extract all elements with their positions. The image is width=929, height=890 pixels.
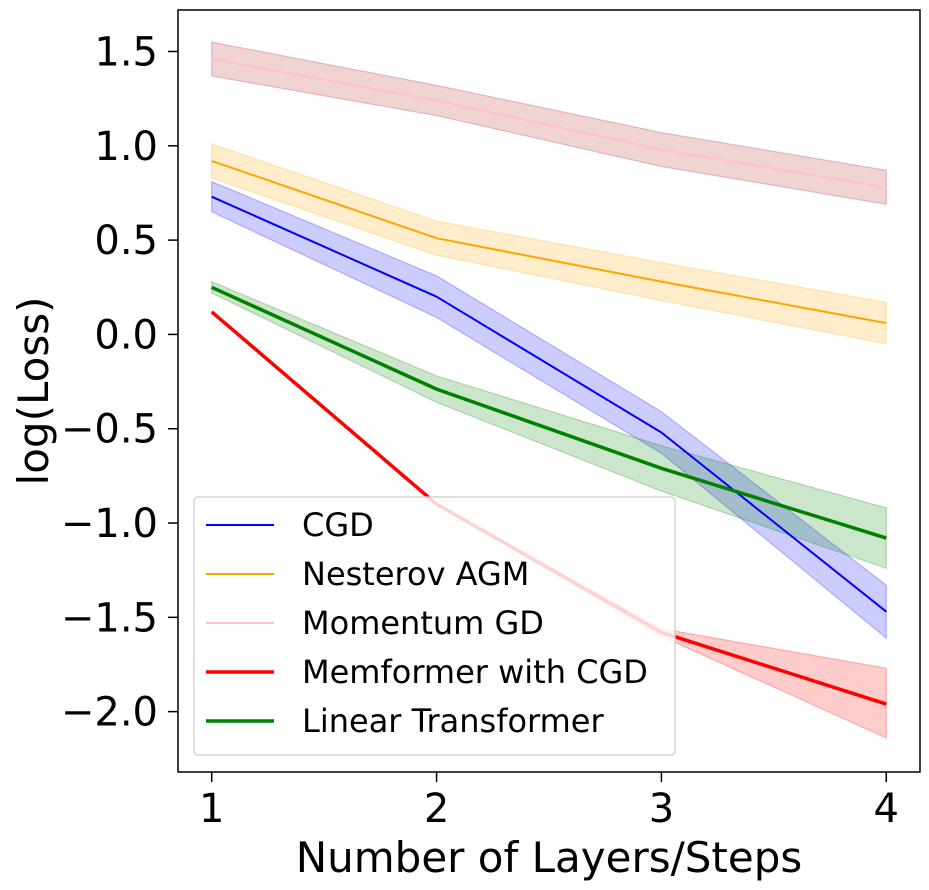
y-tick-label: 0.0 — [94, 312, 158, 358]
x-axis-title: Number of Layers/Steps — [296, 833, 803, 882]
cgd-line — [211, 195, 887, 613]
x-axis: 1 2 3 4 — [199, 772, 899, 832]
legend-label-nesterov-agm: Nesterov AGM — [302, 555, 529, 593]
nesterov-agm-band — [211, 143, 887, 345]
x-tick-label: 4 — [874, 786, 899, 832]
plot-area-frame — [177, 9, 921, 773]
y-tick-label: 1.5 — [94, 29, 158, 75]
x-tick-label: 1 — [199, 786, 224, 832]
x-tick-label: 2 — [424, 786, 449, 832]
nesterov-agm-line — [211, 159, 887, 325]
linear-transformer-band — [211, 280, 887, 570]
momentum-gd-line — [211, 58, 887, 189]
linear-transformer-line — [210, 285, 887, 540]
legend-label-momentum-gd: Momentum GD — [302, 604, 544, 642]
y-tick-label: −1.5 — [61, 595, 158, 641]
legend-label-memformer-with-cgd: Memformer with CGD — [302, 653, 648, 691]
y-tick-label: −1.0 — [61, 501, 158, 547]
legend-box — [193, 496, 676, 756]
x-tick-label: 3 — [649, 786, 674, 832]
y-tick-label: 0.5 — [94, 218, 158, 264]
y-tick-label: −2.0 — [61, 690, 158, 736]
y-axis-title: log(Loss) — [9, 297, 58, 486]
momentum-gd-band — [211, 41, 887, 206]
legend: CGD Nesterov AGM Momentum GD Memformer with… — [193, 496, 676, 756]
legend-label-cgd: CGD — [302, 506, 374, 544]
y-axis: 1.5 1.0 0.5 0.0 −0.5 −1.0 −1.5 −2.0 — [61, 29, 178, 736]
y-tick-label: 1.0 — [94, 124, 158, 170]
y-tick-label: −0.5 — [61, 407, 158, 453]
legend-label-linear-transformer: Linear Transformer — [302, 702, 604, 740]
